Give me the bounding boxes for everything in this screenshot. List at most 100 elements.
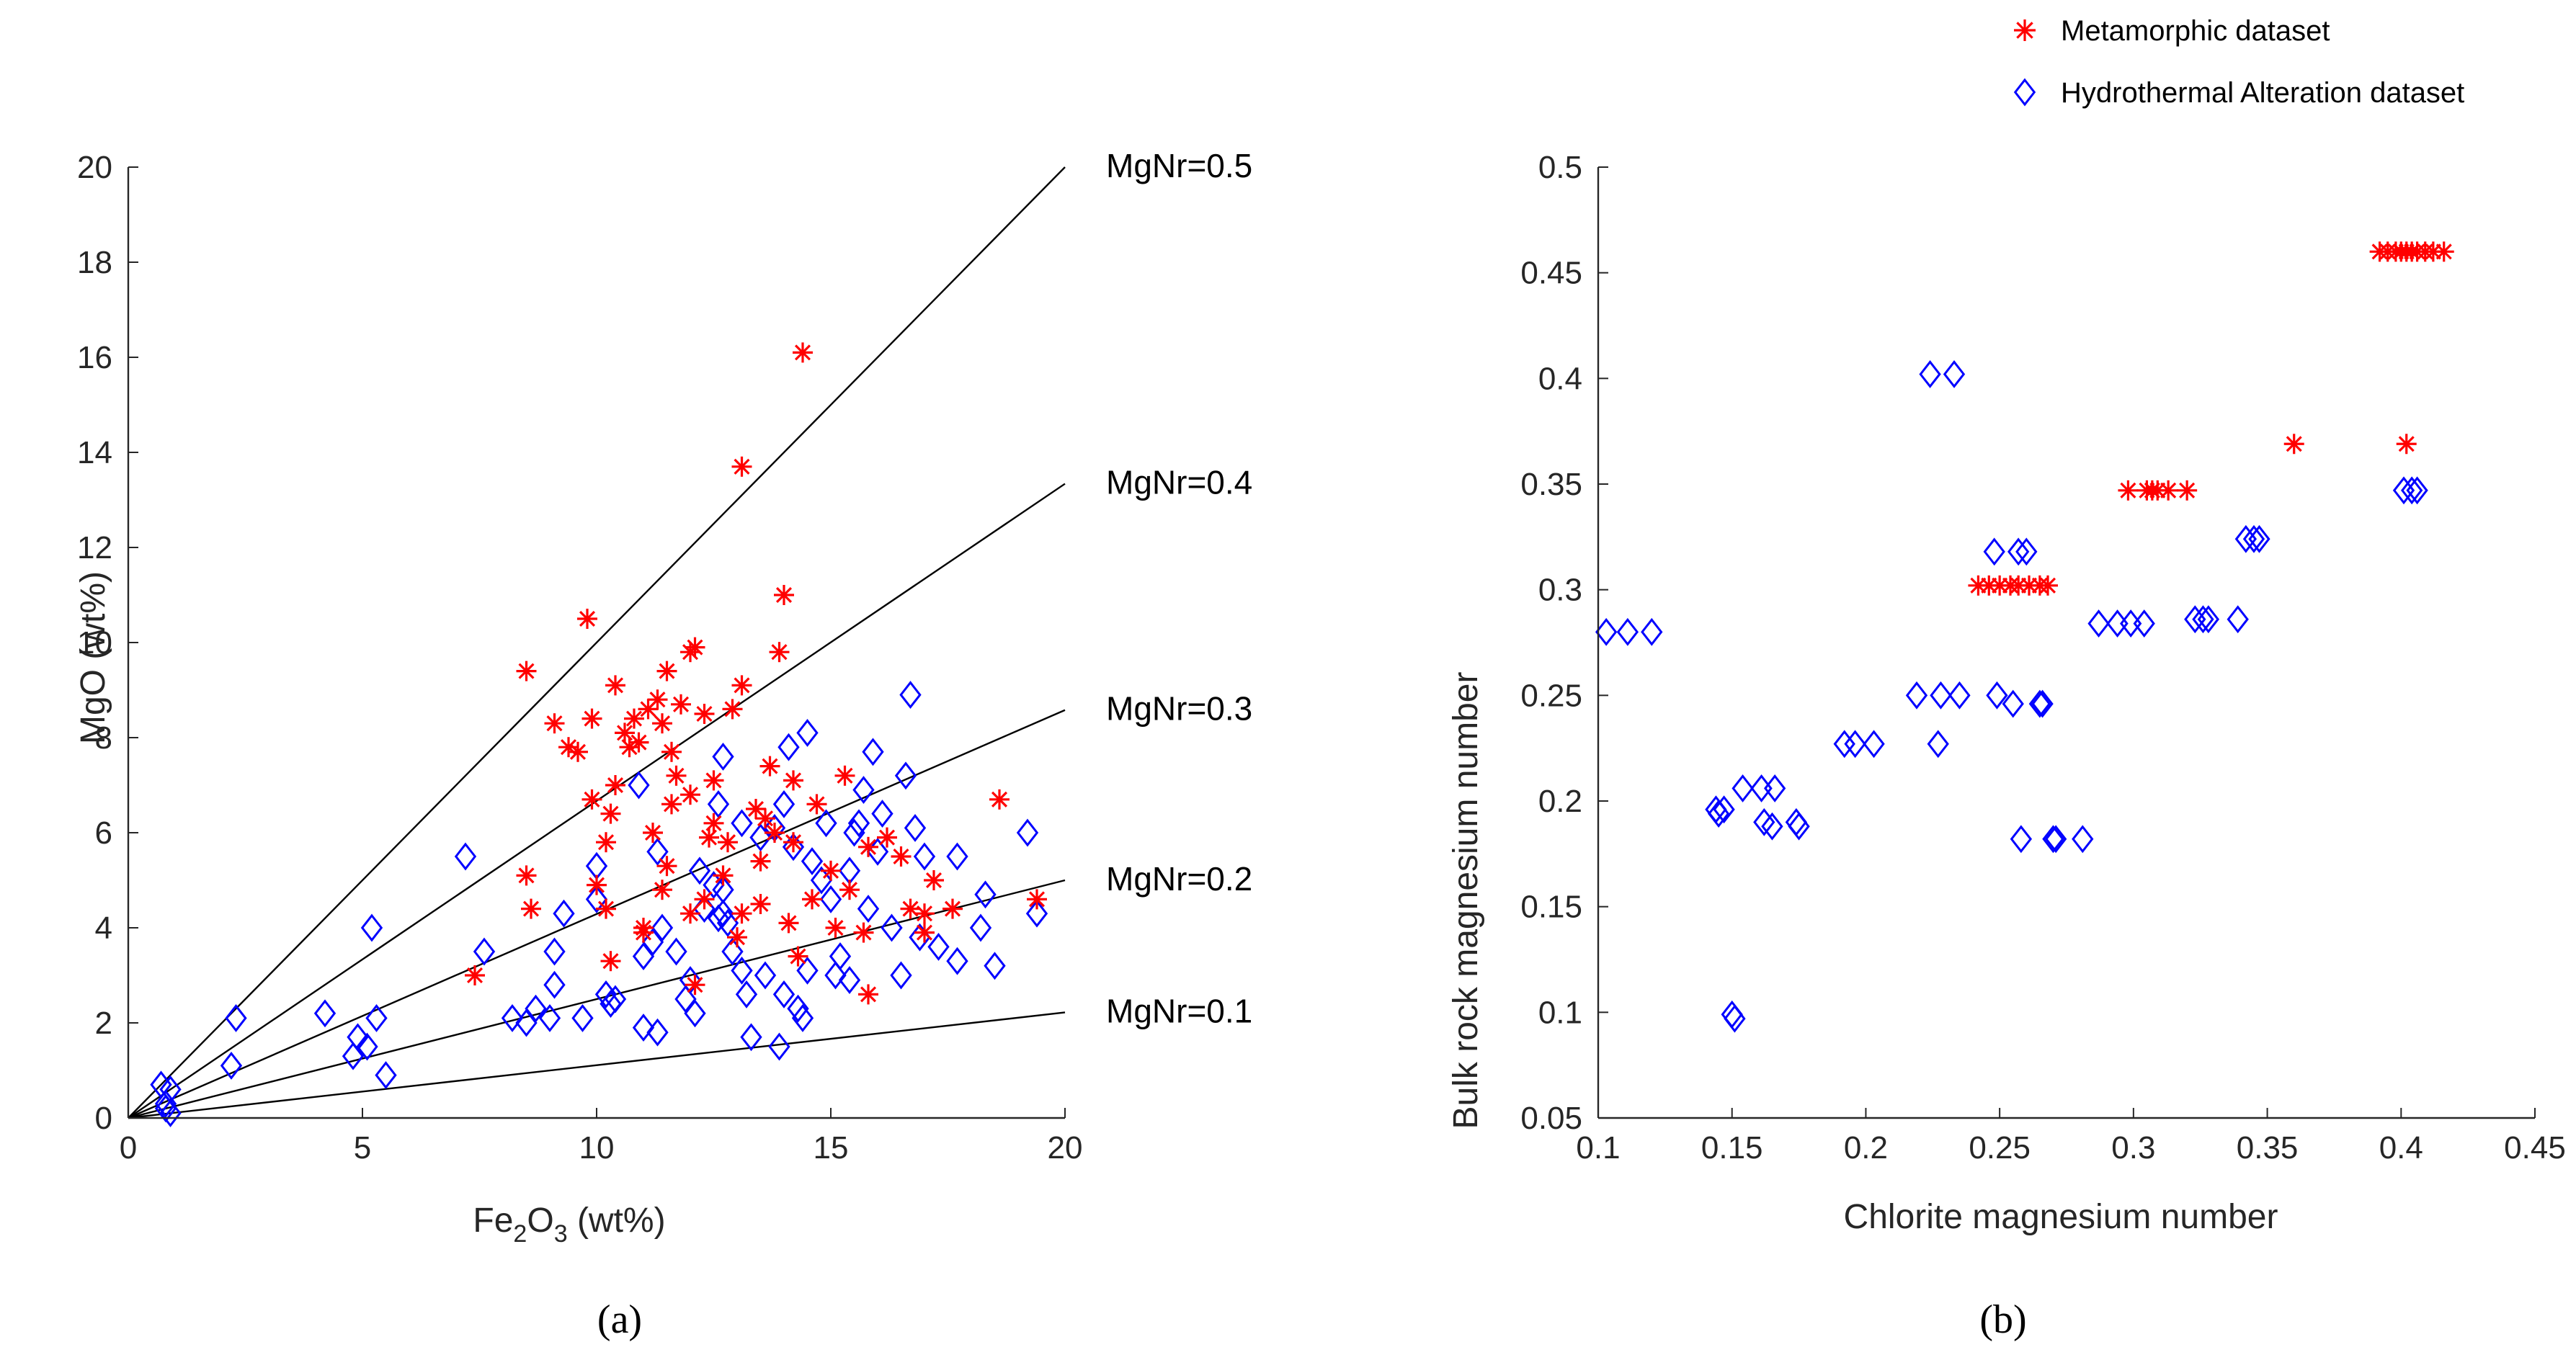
a-point-hydrothermal [313, 999, 337, 1028]
a-point-metamorphic [652, 713, 672, 734]
a-point-metamorphic [577, 609, 597, 629]
b-point-metamorphic [2158, 480, 2179, 501]
a-point-hydrothermal [824, 961, 847, 990]
a-y-tick-label: 14 [77, 435, 112, 470]
b-point-metamorphic [2396, 434, 2417, 455]
b-point-hydrothermal [2119, 609, 2142, 638]
a-point-hydrothermal [665, 937, 687, 966]
a-point-hydrothermal [553, 899, 575, 928]
b-axes [1597, 167, 2535, 1119]
a-point-hydrothermal [894, 761, 917, 790]
a-point-metamorphic [769, 642, 790, 663]
a-point-hydrothermal [969, 913, 992, 942]
a-point-metamorphic [615, 722, 635, 743]
a-point-hydrothermal [819, 885, 842, 913]
a-point-metamorphic [942, 898, 963, 919]
a-reference-lines [128, 166, 1066, 1119]
a-point-metamorphic [661, 794, 682, 815]
b-point-hydrothermal [2015, 537, 2038, 566]
a-point-hydrothermal [740, 1023, 762, 1052]
a-point-hydrothermal [651, 913, 674, 942]
a-point-metamorphic [731, 456, 752, 477]
b-point-hydrothermal [2007, 537, 2030, 566]
a-point-hydrothermal [515, 1008, 538, 1037]
a-point-hydrothermal [375, 1061, 397, 1090]
a-x-tick-label: 10 [579, 1130, 615, 1166]
reference-line-label-3: MgNr=0.2 [1106, 860, 1252, 898]
a-point-metamorphic [581, 789, 602, 810]
legend-asterisk [2014, 19, 2036, 41]
b-x-tick-label: 0.25 [1969, 1130, 2031, 1166]
a-y-tick-label: 6 [95, 815, 112, 851]
a-point-metamorphic [722, 699, 743, 720]
a-point-hydrothermal [772, 980, 795, 1008]
reference-line-label-0: MgNr=0.5 [1106, 147, 1252, 184]
a-point-hydrothermal [585, 851, 608, 880]
b-point-hydrothermal [1595, 617, 1618, 646]
a-point-metamorphic [853, 922, 874, 943]
a-point-hydrothermal [787, 994, 809, 1023]
a-point-hydrothermal [777, 733, 800, 761]
a-point-hydrothermal [815, 809, 837, 838]
b-point-hydrothermal [1705, 795, 1727, 824]
b-point-hydrothermal [1785, 808, 1808, 836]
a-point-hydrothermal [632, 1014, 655, 1042]
a-point-hydrothermal [735, 980, 758, 1008]
a-point-hydrothermal [927, 932, 950, 961]
a-point-metamorphic [924, 870, 944, 890]
reference-line-1 [128, 483, 1066, 1119]
b-point-metamorphic [2283, 434, 2304, 455]
a-y-tick-label: 0 [95, 1101, 112, 1136]
a-point-metamorphic [825, 918, 846, 938]
a-point-hydrothermal [225, 1003, 247, 1032]
a-point-hydrothermal [707, 789, 730, 818]
a-point-hydrothermal [543, 937, 566, 966]
a-point-hydrothermal [501, 1003, 524, 1032]
b-point-hydrothermal [2028, 689, 2051, 718]
a-point-hydrothermal [473, 937, 496, 966]
a-point-metamorphic [755, 808, 775, 829]
a-point-metamorphic [643, 823, 663, 843]
a-point-metamorphic [703, 813, 724, 833]
b-point-hydrothermal [1948, 681, 1971, 710]
a-point-hydrothermal [904, 813, 927, 842]
a-x-axis-label: Fe2O3 (wt%) [473, 1202, 665, 1248]
b-point-hydrothermal [1943, 360, 1966, 388]
a-point-hydrothermal [674, 985, 697, 1014]
a-point-metamorphic [624, 708, 644, 729]
a-point-metamorphic [521, 898, 541, 919]
b-point-hydrothermal [1927, 730, 1949, 759]
a-point-metamorphic [1027, 889, 1047, 910]
a-point-metamorphic [834, 765, 855, 786]
a-point-metamorphic [656, 661, 677, 681]
b-point-metamorphic [2038, 575, 2058, 596]
a-point-hydrothermal [838, 966, 861, 995]
a-point-metamorphic [516, 661, 537, 681]
a-point-metamorphic [600, 803, 621, 824]
a-y-tick-label: 20 [77, 150, 112, 185]
b-point-hydrothermal [2192, 605, 2214, 634]
a-point-metamorphic [783, 770, 803, 791]
b-point-hydrothermal [2031, 689, 2054, 718]
b-point-hydrothermal [1724, 1004, 1746, 1033]
a-point-hydrothermal [712, 742, 734, 771]
a-point-metamorphic [685, 975, 705, 996]
a-y-tick-label: 18 [77, 245, 112, 280]
a-point-hydrothermal [847, 809, 870, 838]
a-point-hydrothermal [843, 818, 865, 847]
a-point-hydrothermal [365, 1003, 388, 1032]
b-point-hydrothermal [2087, 609, 2110, 638]
legend: Metamorphic dataset Hydrothermal Alterat… [2013, 15, 2464, 109]
a-point-metamorphic [661, 741, 682, 762]
b-x-tick-label: 0.15 [1701, 1130, 1763, 1166]
b-point-hydrothermal [2400, 476, 2423, 505]
a-point-metamorphic [605, 775, 625, 795]
a-point-metamorphic [759, 756, 780, 777]
a-point-metamorphic [839, 880, 860, 900]
a-point-hydrothermal [829, 942, 852, 971]
a-point-hydrothermal [538, 1003, 561, 1032]
b-points [1595, 241, 2454, 1033]
a-x-tick-label: 20 [1048, 1130, 1083, 1166]
a-point-hydrothermal [684, 999, 706, 1028]
